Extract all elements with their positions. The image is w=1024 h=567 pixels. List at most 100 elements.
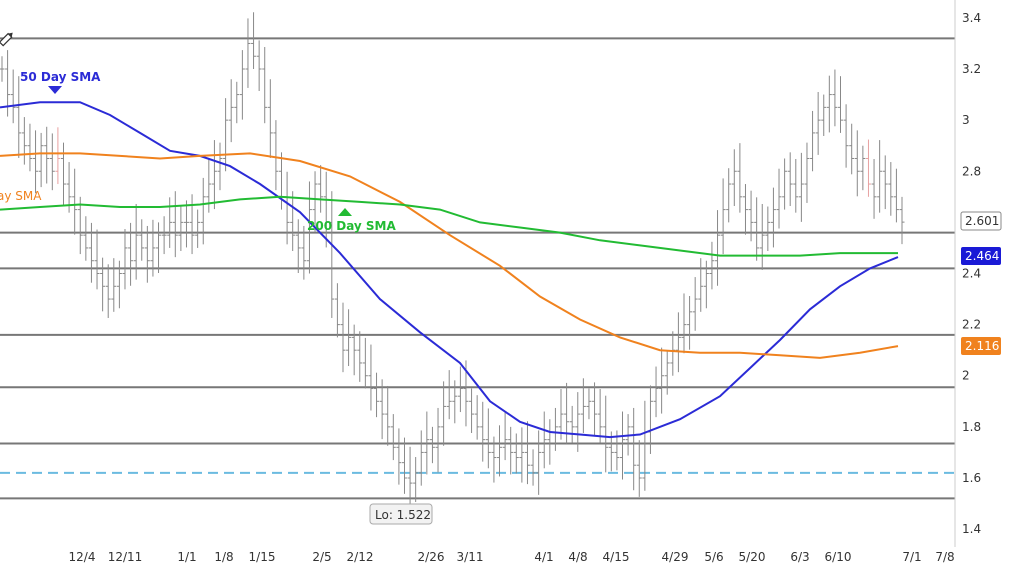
- 200-day-sma-line: [0, 195, 898, 257]
- price-bar: [776, 168, 782, 229]
- price-bar: [27, 123, 33, 172]
- price-bar: [200, 177, 206, 245]
- price-bar: [871, 158, 877, 219]
- price-bar: [832, 69, 838, 127]
- x-tick-label: 4/15: [603, 550, 630, 564]
- y-tick-label: 2.4: [962, 267, 981, 281]
- price-bar: [267, 79, 273, 158]
- y-tick-label: 2.8: [962, 164, 981, 178]
- price-bar: [435, 407, 441, 473]
- price-bar: [429, 426, 435, 464]
- price-bar: [49, 133, 55, 191]
- price-bar: [664, 350, 670, 395]
- price-bar: [55, 127, 61, 185]
- low-callout-text: Lo: 1.522: [375, 508, 431, 522]
- x-tick-label: 4/8: [568, 550, 587, 564]
- x-tick-label: 1/15: [249, 550, 276, 564]
- price-bar: [737, 143, 743, 213]
- price-bar: [642, 400, 648, 491]
- price-bar: [854, 130, 860, 197]
- price-bar: [564, 382, 570, 444]
- x-tick-label: 4/29: [662, 550, 689, 564]
- price-bar: [849, 123, 855, 175]
- price-bar: [742, 184, 748, 235]
- price-bar: [189, 194, 195, 255]
- price-bar: [262, 47, 268, 124]
- price-bar: [675, 312, 681, 373]
- price-bar: [636, 440, 642, 497]
- y-tick-label: 1.6: [962, 471, 981, 485]
- price-bar: [150, 219, 156, 277]
- price-bar: [83, 216, 89, 261]
- price-bar: [536, 430, 542, 495]
- price-bar: [631, 407, 637, 491]
- price-bar: [77, 196, 83, 255]
- price-bar: [256, 40, 262, 91]
- price-bar: [10, 69, 16, 124]
- x-tick-label: 3/11: [457, 550, 484, 564]
- price-bar: [379, 379, 385, 440]
- sma200-label: 200 Day SMA: [307, 219, 397, 233]
- price-bar: [877, 140, 883, 213]
- x-tick-label: 7/8: [935, 550, 954, 564]
- price-bar: [575, 392, 581, 452]
- price-bar: [508, 426, 514, 475]
- low-callout: Lo: 1.522: [369, 503, 433, 525]
- price-bar: [357, 331, 363, 382]
- price-bar: [385, 385, 391, 446]
- y-tick-label: 3.2: [962, 62, 981, 76]
- price-bar: [782, 158, 788, 210]
- price-bar: [312, 171, 318, 232]
- price-bar: [217, 142, 223, 191]
- price-bar: [888, 162, 894, 216]
- sma50-price-text: 2.464: [965, 249, 999, 263]
- x-tick-label: 12/11: [108, 550, 143, 564]
- price-bar: [374, 372, 380, 418]
- price-bar: [446, 370, 452, 420]
- price-bar: [116, 260, 122, 309]
- price-bar: [206, 158, 212, 213]
- price-bar: [558, 389, 564, 440]
- y-tick-label: 1.8: [962, 420, 981, 434]
- price-bar: [407, 446, 413, 509]
- price-bar: [893, 168, 899, 223]
- price-bar: [720, 178, 726, 255]
- price-bar: [899, 196, 905, 245]
- price-bar: [815, 92, 821, 155]
- y-axis: 1.41.61.822.22.42.62.833.23.4: [962, 11, 981, 536]
- price-bar: [748, 190, 754, 242]
- x-tick-label: 5/6: [704, 550, 723, 564]
- price-bar: [424, 411, 430, 475]
- last-price-text: 2.601: [965, 214, 999, 228]
- price-bar: [715, 210, 721, 286]
- price-bar: [798, 152, 804, 222]
- price-bar: [21, 117, 27, 165]
- sma100-price-tag: 2.116: [961, 337, 1001, 355]
- price-bar: [882, 155, 888, 210]
- price-bar: [351, 324, 357, 376]
- last-price-tag: 2.601: [960, 211, 1002, 231]
- price-bar: [653, 366, 659, 418]
- price-bar: [128, 222, 134, 286]
- price-bar: [172, 191, 178, 258]
- price-bar: [765, 206, 771, 252]
- price-bar: [826, 75, 832, 133]
- sma50-label: 50 Day SMA: [20, 70, 101, 84]
- price-bar: [273, 120, 279, 191]
- price-bar: [860, 145, 866, 191]
- price-bar: [759, 203, 765, 270]
- x-tick-label: 1/1: [177, 550, 196, 564]
- price-bar: [195, 209, 201, 248]
- price-bar: [865, 139, 871, 197]
- price-bar: [301, 225, 307, 280]
- price-bar: [340, 302, 346, 373]
- price-bar: [401, 437, 407, 494]
- x-tick-label: 7/1: [902, 550, 921, 564]
- price-bar: [60, 142, 66, 207]
- pencil-icon[interactable]: [0, 31, 14, 47]
- price-bar: [0, 56, 5, 82]
- price-bar: [480, 401, 486, 462]
- price-bar: [569, 405, 575, 443]
- price-bar: [368, 344, 374, 411]
